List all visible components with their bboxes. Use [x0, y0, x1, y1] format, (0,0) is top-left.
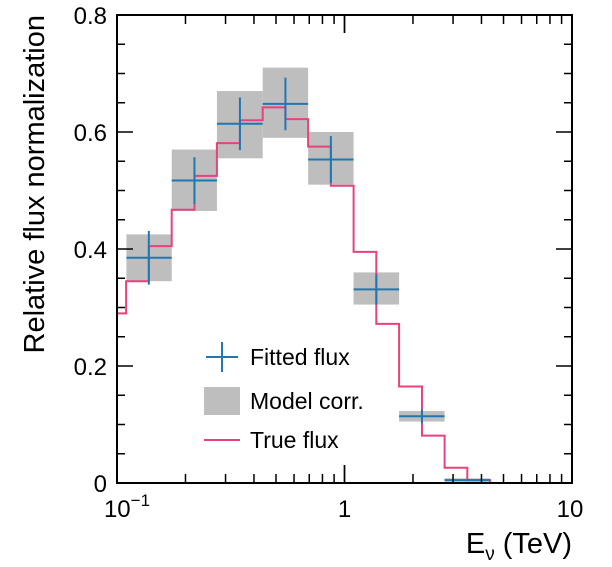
fitted-flux-point — [171, 157, 217, 204]
y-tick-label: 0.2 — [74, 354, 107, 381]
x-axis-label: Eν (TeV) — [466, 528, 572, 565]
y-tick-label: 0.6 — [74, 120, 107, 147]
x-tick-label: 1 — [338, 496, 351, 523]
y-tick-label: 0.8 — [74, 3, 107, 30]
legend-entry-model-corr: Model corr. — [204, 387, 364, 415]
y-axis-label: Relative flux normalization — [19, 15, 51, 353]
fitted-flux-point — [262, 77, 309, 131]
fitted-flux-point — [126, 230, 172, 285]
legend: Fitted flux Model corr. True flux — [204, 342, 364, 453]
legend-true-flux-label: True flux — [250, 427, 339, 453]
legend-entry-true-flux: True flux — [204, 427, 339, 453]
x-axis-label-subscript: ν — [485, 544, 495, 565]
fitted-flux-point — [216, 97, 263, 151]
legend-entry-fitted-flux: Fitted flux — [206, 342, 350, 372]
fitted-flux-point — [308, 136, 354, 183]
fitted-flux-point — [353, 274, 400, 305]
y-tick-label: 0.4 — [74, 237, 107, 264]
tick-labels: 0 0.2 0.4 0.6 0.8 10−1 1 10 — [74, 3, 584, 523]
x-axis-label-unit: (TeV) — [503, 528, 572, 560]
fitted-flux-point — [444, 478, 491, 482]
axis-ticks — [116, 14, 573, 484]
true-flux-line — [117, 106, 492, 483]
legend-fitted-flux-label: Fitted flux — [250, 344, 350, 370]
true-flux-layer — [117, 106, 492, 483]
x-tick-label: 10−1 — [104, 491, 150, 523]
fitted-flux-layer — [126, 77, 491, 482]
x-axis-label-main: E — [466, 528, 485, 560]
fitted-flux-point — [399, 409, 445, 424]
x-tick-label: 10 — [557, 496, 584, 523]
y-tick-label: 0 — [94, 471, 107, 498]
legend-model-corr-label: Model corr. — [250, 388, 364, 414]
legend-model-corr-swatch — [204, 387, 240, 415]
